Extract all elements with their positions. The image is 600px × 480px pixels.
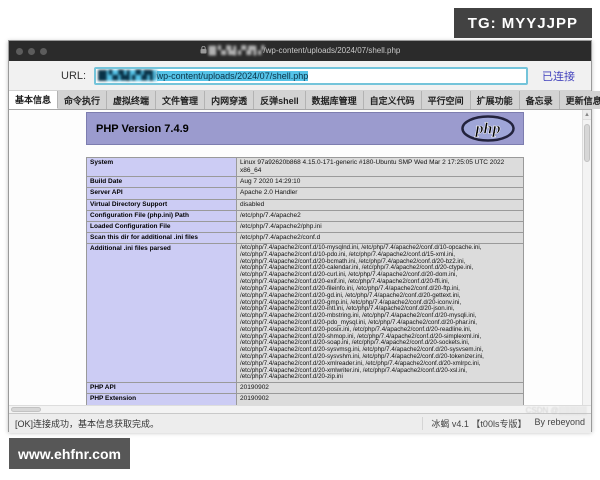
connection-status-label[interactable]: 已连接 — [542, 70, 575, 83]
tab-label: 基本信息 — [15, 95, 52, 105]
minimize-button[interactable] — [28, 47, 35, 55]
table-row: Additional .ini files parsed/etc/php/7.4… — [86, 242, 524, 384]
tab-label: 备忘录 — [525, 95, 553, 106]
phpinfo-table: System Linux 97a92620b868 4.15.0-171-gene… — [86, 156, 524, 405]
tab-intranet-tunnel[interactable]: 内网穿透 — [205, 91, 255, 109]
row-value: Aug 7 2020 14:29:10 — [236, 176, 524, 189]
row-label: Additional .ini files parsed — [86, 242, 237, 384]
table-row: Server API Apache 2.0 Handler — [86, 187, 524, 200]
row-label: PHP API — [86, 382, 237, 395]
row-label: Configuration File (php.ini) Path — [86, 209, 237, 222]
tab-label: 数据库管理 — [311, 95, 357, 106]
tab-label: 反弹shell — [260, 95, 299, 106]
row-value: Apache 2.0 Handler — [236, 187, 524, 200]
window-title-path: /wp-content/uploads/2024/07/shell.php — [263, 46, 401, 55]
tab-database-manager[interactable]: 数据库管理 — [305, 91, 364, 109]
tab-label: 自定义代码 — [369, 95, 415, 106]
row-label: Scan this dir for additional .ini files — [86, 231, 237, 245]
url-toolbar: URL: █▌▚▞▙▌▞▚▛▌/wp-content/uploads/2024/… — [9, 61, 591, 91]
php-version-title: PHP Version 7.4.9 — [96, 122, 189, 135]
row-label: PHP Extension — [86, 393, 237, 405]
vertical-scrollbar[interactable]: ▲ — [582, 110, 591, 405]
row-label: Loaded Configuration File — [86, 220, 237, 233]
svg-text:php: php — [474, 121, 501, 138]
row-label: System — [86, 156, 237, 178]
tab-extensions[interactable]: 扩展功能 — [470, 91, 520, 109]
table-row: Loaded Configuration File/etc/php/7.4/ap… — [86, 220, 524, 233]
tab-bar: 基本信息 命令执行 虚拟终端 文件管理 内网穿透 反弹shell 数据库管理 自… — [9, 91, 600, 110]
status-bar: CSDN @▒▒▒▒▒ [OK]连接成功，基本信息获取完成。 冰蝎 v4.1 【… — [9, 406, 591, 433]
tab-label: 命令执行 — [64, 95, 101, 106]
tab-label: 内网穿透 — [211, 95, 248, 106]
row-value: disabled — [236, 198, 524, 211]
table-row: Virtual Directory Support disabled — [86, 198, 524, 211]
row-label: Build Date — [86, 176, 237, 189]
close-button[interactable] — [16, 47, 23, 55]
row-value: 20190902 — [236, 393, 524, 405]
row-value: /etc/php/7.4/apache2/conf.d/10-mysqlnd.i… — [236, 242, 524, 384]
zoom-button[interactable] — [40, 47, 47, 55]
tab-basic-info[interactable]: 基本信息 — [9, 91, 59, 109]
window-title-redacted-host: █▌▚▞▙▌▞▚▛▌▞ — [208, 46, 265, 55]
window-controls — [16, 47, 47, 55]
tab-label: 扩展功能 — [476, 95, 513, 106]
site-watermark-badge: www.ehfnr.com — [9, 438, 130, 469]
window-titlebar: █▌▚▞▙▌▞▚▛▌▞/wp-content/uploads/2024/07/s… — [9, 41, 591, 61]
horizontal-scrollbar[interactable] — [9, 405, 591, 413]
tab-label: 更新信息 — [565, 95, 600, 106]
csdn-watermark: CSDN @▒▒▒▒▒ — [525, 406, 587, 415]
scroll-up-arrow-icon[interactable]: ▲ — [583, 110, 591, 120]
tab-file-manager[interactable]: 文件管理 — [156, 91, 206, 109]
tab-label: 平行空间 — [427, 95, 464, 106]
url-redacted-host: █▌▚▞▙▌▞▚▛▌/ — [98, 70, 158, 81]
url-path-selected-text: wp-content/uploads/2024/07/shell.php — [156, 70, 309, 81]
url-input[interactable]: █▌▚▞▙▌▞▚▛▌/wp-content/uploads/2024/07/sh… — [94, 66, 528, 85]
tab-memo[interactable]: 备忘录 — [519, 91, 560, 109]
vertical-scrollbar-thumb[interactable] — [584, 124, 590, 162]
tab-label: 文件管理 — [162, 95, 199, 106]
phpinfo-header: PHP Version 7.4.9 php — [86, 112, 524, 145]
tab-virtual-terminal[interactable]: 虚拟终端 — [107, 91, 157, 109]
site-watermark-label: www.ehfnr.com — [18, 445, 121, 462]
row-label: Virtual Directory Support — [86, 198, 237, 211]
tab-label: 虚拟终端 — [113, 95, 150, 106]
status-message: [OK]连接成功，基本信息获取完成。 — [15, 419, 160, 429]
table-row: PHP API 20190902 — [86, 382, 524, 395]
row-value: /etc/php/7.4/apache2/conf.d — [236, 231, 524, 245]
tab-command-exec[interactable]: 命令执行 — [58, 91, 108, 109]
tg-contact-label: TG: MYYJJPP — [467, 14, 578, 32]
tab-update-info[interactable]: 更新信息 — [559, 91, 600, 109]
app-author-label: By rebeyond — [534, 417, 585, 427]
table-row: PHP Extension 20190902 — [86, 393, 524, 405]
table-row: Configuration File (php.ini) Path/etc/ph… — [86, 209, 524, 222]
tab-parallel-space[interactable]: 平行空间 — [421, 91, 471, 109]
table-row: Build Date Aug 7 2020 14:29:10 — [86, 176, 524, 189]
horizontal-scrollbar-thumb[interactable] — [11, 407, 41, 412]
row-value: /etc/php/7.4/apache2 — [236, 209, 524, 222]
table-row: Scan this dir for additional .ini files /… — [86, 231, 524, 245]
tab-custom-code[interactable]: 自定义代码 — [363, 91, 422, 109]
tab-reverse-shell[interactable]: 反弹shell — [254, 91, 306, 109]
row-label: Server API — [86, 187, 237, 200]
behinder-window: █▌▚▞▙▌▞▚▛▌▞/wp-content/uploads/2024/07/s… — [8, 40, 600, 433]
row-value: /etc/php/7.4/apache2/php.ini — [236, 220, 524, 233]
row-value: 20190902 — [236, 382, 524, 395]
window-title: █▌▚▞▙▌▞▚▛▌▞/wp-content/uploads/2024/07/s… — [9, 45, 591, 56]
url-label: URL: — [61, 69, 87, 82]
row-value: Linux 97a92620b868 4.15.0-171-generic #1… — [236, 156, 524, 178]
phpinfo-report: PHP Version 7.4.9 php System Linux 97a926… — [86, 112, 524, 405]
basic-info-panel: PHP Version 7.4.9 php System Linux 97a926… — [9, 110, 591, 405]
table-row: System Linux 97a92620b868 4.15.0-171-gene… — [86, 156, 524, 178]
lock-icon — [200, 45, 207, 56]
tg-contact-badge: TG: MYYJJPP — [453, 8, 592, 38]
php-logo-icon: php — [461, 115, 515, 142]
app-version-label: 冰蝎 v4.1 【t00ls专版】 — [422, 417, 526, 430]
